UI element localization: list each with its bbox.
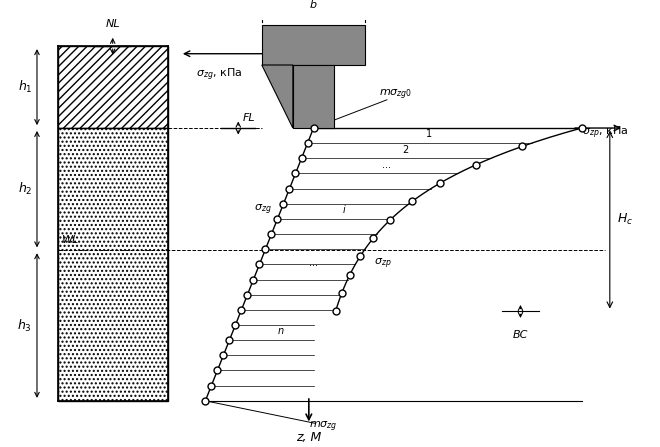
Polygon shape [293, 65, 334, 128]
Polygon shape [262, 65, 293, 128]
Text: FL: FL [243, 114, 255, 123]
Text: 1: 1 [426, 130, 432, 139]
Text: $\sigma_{zp}$, кПа: $\sigma_{zp}$, кПа [582, 125, 628, 141]
Text: $\sigma_{zp}$: $\sigma_{zp}$ [374, 257, 391, 271]
Text: $h_1$: $h_1$ [18, 79, 32, 95]
Polygon shape [57, 46, 168, 128]
Text: b: b [310, 0, 317, 9]
Text: NL: NL [106, 19, 120, 29]
Text: i: i [343, 205, 345, 215]
Text: $h_3$: $h_3$ [17, 317, 32, 333]
Text: 2: 2 [403, 144, 409, 155]
Polygon shape [57, 128, 168, 401]
Text: ...: ... [309, 258, 317, 268]
Text: $m\sigma_{zg0}$: $m\sigma_{zg0}$ [379, 88, 412, 102]
Polygon shape [262, 25, 365, 65]
Text: $H_c$: $H_c$ [617, 212, 634, 227]
Text: $\sigma_{zg}$: $\sigma_{zg}$ [254, 202, 272, 217]
Text: z, М: z, М [296, 431, 321, 444]
Text: BC: BC [513, 330, 528, 340]
Text: $h_2$: $h_2$ [18, 181, 32, 197]
Text: $m\sigma_{zg}$: $m\sigma_{zg}$ [309, 420, 337, 434]
Text: n: n [278, 326, 284, 337]
Text: ...: ... [381, 160, 391, 170]
Text: $\sigma_{zg}$, кПа: $\sigma_{zg}$, кПа [196, 67, 243, 83]
Text: WL: WL [63, 235, 80, 245]
